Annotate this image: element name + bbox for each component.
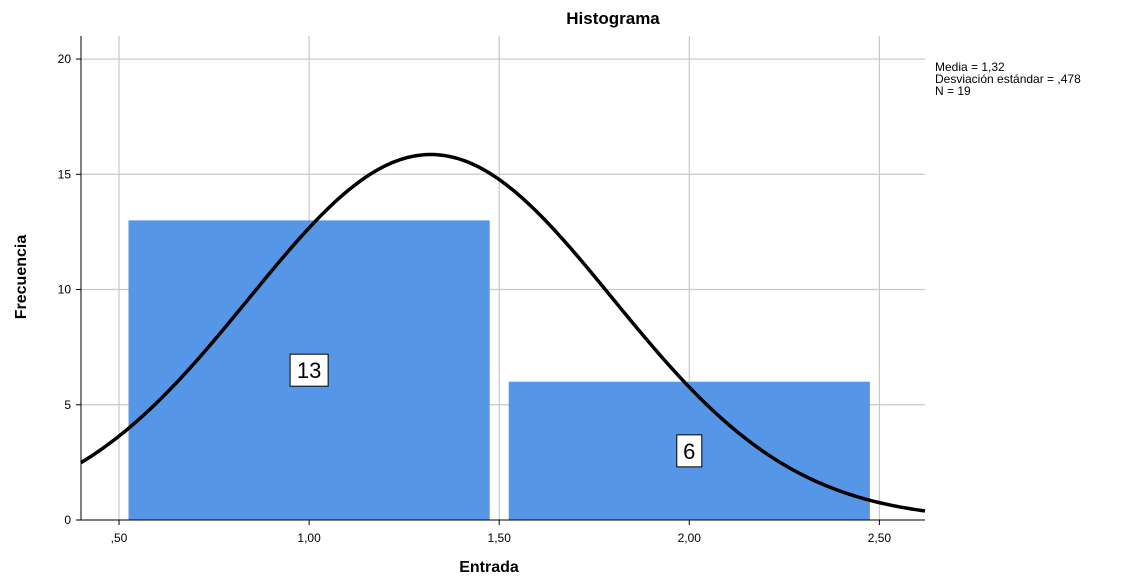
bar-value-label-box [289, 353, 329, 387]
stats-std-dev: Desviación estándar = ,478 [935, 72, 1081, 86]
bar-value-label-text: 6 [683, 439, 695, 464]
chart-title: Histograma [566, 9, 660, 28]
x-tick-label: 2,50 [868, 531, 892, 545]
x-axis-label: Entrada [459, 559, 519, 576]
bar-value-label-box [676, 434, 703, 468]
y-tick-label: 20 [58, 52, 72, 66]
bar-value-label: 13 [289, 353, 329, 387]
y-tick-label: 5 [64, 398, 71, 412]
axes: ,50 1,00 1,50 2,00 2,50 0 5 10 15 20 [58, 36, 925, 545]
bar-value-labels: 13 6 [289, 353, 703, 468]
stats-box: Media = 1,32 Desviación estándar = ,478 … [935, 60, 1081, 98]
x-tick-label: ,50 [111, 531, 128, 545]
stats-mean: Media = 1,32 [935, 60, 1005, 74]
y-tick-label: 15 [58, 167, 72, 181]
y-tick-label: 0 [64, 513, 71, 527]
y-tick-label: 10 [58, 283, 72, 297]
x-tick-label: 1,00 [297, 531, 321, 545]
x-tick-label: 1,50 [488, 531, 512, 545]
y-axis-label: Frecuencia [13, 235, 30, 320]
x-tick-label: 2,00 [678, 531, 702, 545]
normal-curve-layer [80, 152, 926, 513]
stats-n: N = 19 [935, 84, 971, 98]
normal-curve [80, 152, 926, 513]
bar-value-label: 6 [676, 434, 703, 468]
bar-value-label-text: 13 [297, 358, 321, 383]
